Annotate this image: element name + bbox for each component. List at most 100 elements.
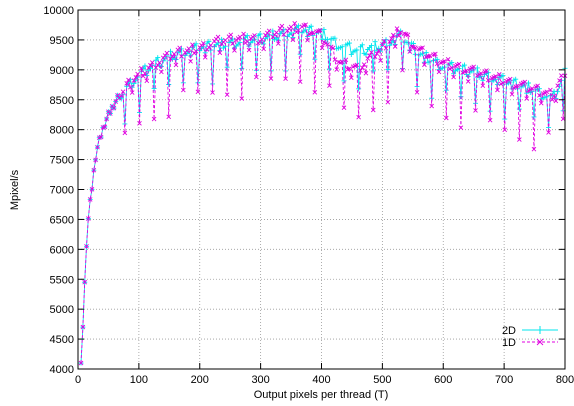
data-point	[326, 66, 332, 72]
data-point	[310, 30, 316, 36]
y-tick-label: 4500	[50, 334, 74, 346]
data-point	[292, 21, 298, 26]
data-point	[343, 57, 349, 63]
data-point	[224, 64, 230, 70]
legend-marker-1d	[536, 338, 544, 346]
data-point	[124, 80, 130, 86]
data-point	[131, 78, 137, 83]
data-point	[111, 105, 117, 111]
data-point	[126, 77, 131, 83]
data-point	[137, 120, 142, 126]
data-point	[153, 65, 159, 70]
data-point	[513, 76, 519, 82]
data-point	[496, 72, 502, 77]
data-point	[359, 65, 365, 70]
data-point	[443, 115, 449, 121]
data-point	[180, 87, 186, 93]
data-point	[153, 57, 159, 63]
y-tick-label: 5500	[50, 274, 74, 286]
data-point	[155, 55, 161, 61]
data-point	[281, 32, 287, 37]
data-point	[356, 114, 361, 120]
y-ticks: 4000 4500 5000 5500 6000 6500 7000 7500 8000 8500…	[43, 5, 565, 376]
x-ticks: 0 100 200 300 400 500 600 700 800	[75, 10, 574, 386]
x-tick-label: 100	[130, 374, 148, 386]
data-point	[89, 186, 95, 192]
data-point	[325, 42, 330, 47]
data-point	[347, 66, 352, 71]
x-tick-label: 600	[434, 374, 452, 386]
data-point	[370, 107, 376, 113]
data-point	[359, 42, 365, 48]
data-point	[177, 45, 182, 51]
y-tick-label: 8000	[50, 125, 74, 137]
data-point	[517, 137, 522, 142]
data-point	[288, 24, 294, 30]
data-point	[296, 27, 301, 33]
data-point	[356, 86, 362, 92]
y-tick-label: 9500	[50, 35, 74, 47]
data-point	[358, 68, 363, 74]
data-point	[385, 99, 391, 105]
data-point	[142, 63, 148, 69]
data-point	[449, 60, 455, 66]
x-tick-label: 0	[75, 374, 81, 386]
data-point	[347, 40, 353, 46]
data-point	[120, 89, 126, 94]
data-point	[400, 67, 405, 73]
data-point	[445, 56, 451, 62]
data-point	[525, 80, 531, 86]
data-point	[524, 96, 529, 101]
data-point	[80, 324, 86, 330]
data-point	[354, 62, 360, 68]
data-point	[407, 49, 413, 54]
data-point	[254, 74, 259, 80]
data-point	[217, 50, 223, 56]
data-point	[480, 77, 486, 83]
data-point	[215, 34, 221, 40]
data-point	[500, 80, 506, 86]
data-point	[458, 94, 464, 100]
data-point	[372, 54, 378, 59]
data-point	[509, 91, 515, 97]
data-point	[389, 36, 394, 41]
data-point	[398, 30, 403, 35]
data-point	[104, 116, 109, 122]
data-point	[442, 58, 447, 64]
data-point	[473, 108, 478, 113]
data-point	[383, 45, 389, 51]
y-axis-label: Mpixel/s	[9, 169, 21, 210]
data-point	[334, 67, 340, 72]
legend-label-1d: 1D	[502, 337, 516, 349]
data-point	[330, 45, 336, 51]
data-point	[394, 26, 400, 31]
data-point	[193, 41, 199, 47]
y-tick-label: 5000	[50, 304, 74, 316]
data-point	[387, 39, 392, 45]
data-point	[478, 71, 484, 76]
data-point	[380, 42, 385, 47]
grid	[78, 10, 565, 369]
data-point	[144, 78, 150, 84]
data-point	[91, 167, 97, 173]
data-point	[385, 67, 391, 73]
data-point	[495, 87, 500, 93]
data-point	[297, 79, 303, 85]
data-point	[348, 51, 354, 57]
data-point	[261, 46, 266, 52]
data-point	[551, 93, 557, 99]
data-point	[376, 48, 382, 53]
data-point	[427, 53, 433, 59]
data-point	[275, 41, 281, 46]
series-group	[78, 21, 568, 366]
data-point	[122, 130, 128, 136]
data-point	[522, 79, 528, 85]
y-tick-label: 9000	[50, 65, 74, 77]
data-point	[471, 64, 477, 70]
data-point	[516, 106, 522, 112]
data-point	[246, 43, 252, 49]
data-point	[557, 78, 562, 83]
data-point	[341, 105, 347, 111]
data-point	[538, 100, 544, 106]
data-point	[327, 83, 332, 89]
